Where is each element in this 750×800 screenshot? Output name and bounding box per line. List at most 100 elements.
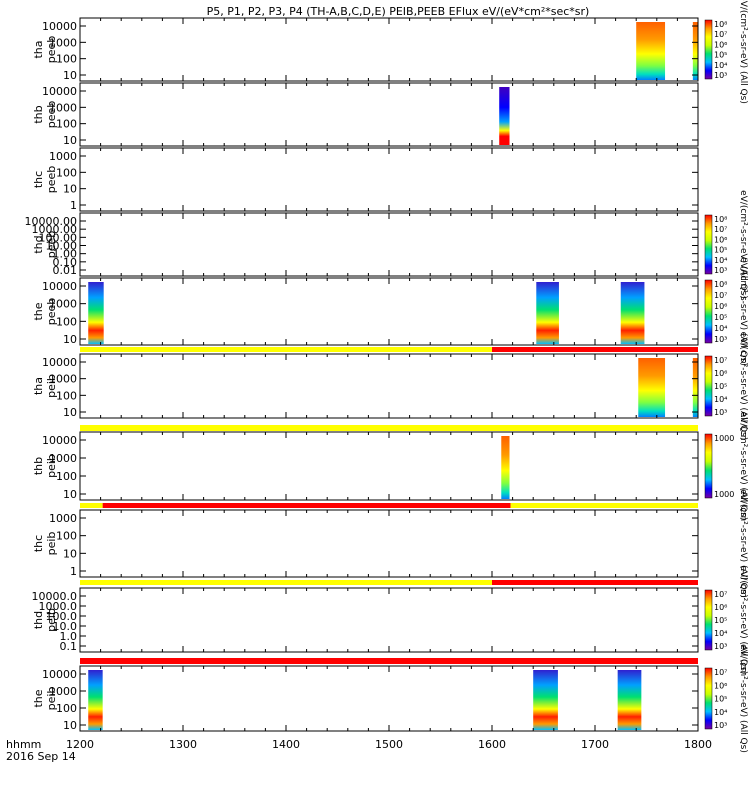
colorbar-tick-label: 10⁶ (714, 40, 727, 49)
y-tick-label: 1000 (49, 452, 77, 465)
y-tick-label: 100 (56, 315, 77, 328)
panel-frame (79, 509, 699, 578)
x-tick-label: 1300 (169, 738, 197, 751)
y-tick-label: 10.0 (53, 620, 78, 633)
y-tick-label: 1 (70, 565, 77, 578)
colorbar-tick-label: 10⁵ (714, 382, 727, 391)
y-tick-label: 0.1 (60, 640, 78, 653)
colorbar-tick-label: 1000 (714, 490, 734, 499)
status-bar-segment (80, 347, 492, 352)
colorbar-tick-label: 10⁶ (714, 681, 727, 690)
colorbar-tick-label: 10⁵ (714, 246, 727, 255)
colorbar-tick-label: 10³ (714, 408, 727, 417)
y-axis-label: peeb (45, 166, 58, 194)
status-bar-segment (492, 580, 698, 585)
x-tick-label: 1700 (581, 738, 609, 751)
y-axis-label: thb (32, 457, 45, 475)
y-axis-label: peeb (45, 36, 58, 64)
y-tick-label: 10000 (42, 85, 77, 98)
y-tick-label: 100.0 (46, 610, 78, 623)
y-axis-label: tha (32, 377, 45, 395)
y-tick-label: 0.10 (53, 256, 78, 269)
colorbar-tick-label: 10⁶ (714, 302, 727, 311)
spectrogram-block (636, 22, 666, 80)
panel-frame (79, 147, 699, 212)
colorbar-tick-label: 10⁷ (714, 668, 727, 677)
y-tick-label: 1000 (49, 685, 77, 698)
y-tick-label: 10.00 (46, 240, 78, 253)
colorbar (704, 433, 713, 499)
y-tick-label: 100 (56, 389, 77, 402)
colorbar-tick-label: 10³ (714, 721, 727, 730)
panel-frame (79, 431, 699, 501)
panel-thb-peeb: 10000 1000 100 10 thb peeb (32, 82, 699, 147)
y-tick-label: 10 (63, 719, 77, 732)
y-tick-label: 1 (70, 199, 77, 212)
y-tick-label: 1000 (49, 150, 77, 163)
status-bar-segment (80, 425, 698, 431)
status-bar-segment (102, 503, 511, 508)
colorbar-tick-label: 10⁸ (714, 215, 727, 224)
y-tick-label: 100 (56, 118, 77, 131)
spectrogram-block (88, 670, 103, 730)
colorbar-tick-label: 10³ (714, 335, 727, 344)
spectrogram-block (501, 436, 510, 499)
panel-thc-peib: 1000 100 10 1 thc peib eV/(cm²-s-sr-eV) (All Q… (32, 489, 748, 598)
y-tick-label: 100 (56, 702, 77, 715)
y-axis-label: peeb (45, 101, 58, 129)
status-bar-segment (80, 580, 492, 585)
y-tick-label: 10000 (42, 356, 77, 369)
spectrogram-block (533, 670, 558, 730)
y-tick-label: 0.01 (53, 264, 78, 277)
panel-frame (79, 353, 699, 419)
colorbar-tick-label: 10⁴ (714, 256, 727, 265)
colorbar-label: eV/(cm²-s-sr-eV) (All Qs) (738, 412, 748, 521)
spectrogram-block (620, 282, 645, 344)
colorbar-tick-label: 10⁶ (714, 235, 727, 244)
y-tick-label: 100 (56, 530, 77, 543)
y-axis-label: the (32, 689, 45, 707)
y-axis-label: thc (32, 171, 45, 188)
status-bar-segment (510, 503, 698, 508)
colorbar (704, 214, 713, 275)
spectrogram-block (692, 358, 698, 417)
colorbar-tick-label: 10⁸ (714, 280, 727, 289)
colorbar (704, 589, 713, 651)
colorbar-label: eV/(cm²-s-sr-eV) (All Qs) (738, 190, 748, 299)
time-axis: 1200 1300 1400 1500 1600 1700 1800 (66, 738, 712, 751)
spectrogram-block (692, 22, 698, 80)
y-tick-label: 1000 (49, 36, 77, 49)
colorbar-tick-label: 10³ (714, 266, 727, 275)
colorbar-tick-label: 10⁴ (714, 708, 727, 717)
y-tick-label: 10 (63, 183, 77, 196)
colorbar-tick-label: 10⁷ (714, 225, 727, 234)
colorbar-tick-label: 10⁸ (714, 20, 727, 29)
colorbar-tick-label: 10⁷ (714, 30, 727, 39)
y-tick-label: 1.00 (53, 248, 78, 261)
colorbar-label: eV/(cm²-s-sr-eV) (All Qs) (738, 0, 748, 104)
y-tick-label: 1000 (49, 512, 77, 525)
x-tick-label: 1600 (478, 738, 506, 751)
y-tick-label: 10 (63, 406, 77, 419)
colorbar-tick-label: 10⁵ (714, 51, 727, 60)
colorbar (704, 279, 713, 344)
colorbar-tick-label: 10⁶ (714, 369, 727, 378)
y-tick-label: 10000 (42, 20, 77, 33)
colorbar-tick-label: 10³ (714, 71, 727, 80)
y-axis-label: peeb (45, 231, 58, 259)
status-bar-segment (492, 347, 698, 352)
colorbar-tick-label: 10⁴ (714, 324, 727, 333)
colorbar-tick-label: 10³ (714, 642, 727, 651)
spectrogram-block (536, 282, 559, 344)
y-tick-label: 1000 (49, 298, 77, 311)
status-bar-segment (80, 658, 698, 664)
y-axis-label: thd (32, 611, 45, 629)
colorbar-tick-label: 10⁴ (714, 629, 727, 638)
panel-frame (79, 17, 699, 82)
y-axis-label: the (32, 302, 45, 320)
colorbar-tick-label: 10⁷ (714, 291, 727, 300)
y-tick-label: 10 (63, 488, 77, 501)
spectrogram-block (638, 358, 666, 417)
